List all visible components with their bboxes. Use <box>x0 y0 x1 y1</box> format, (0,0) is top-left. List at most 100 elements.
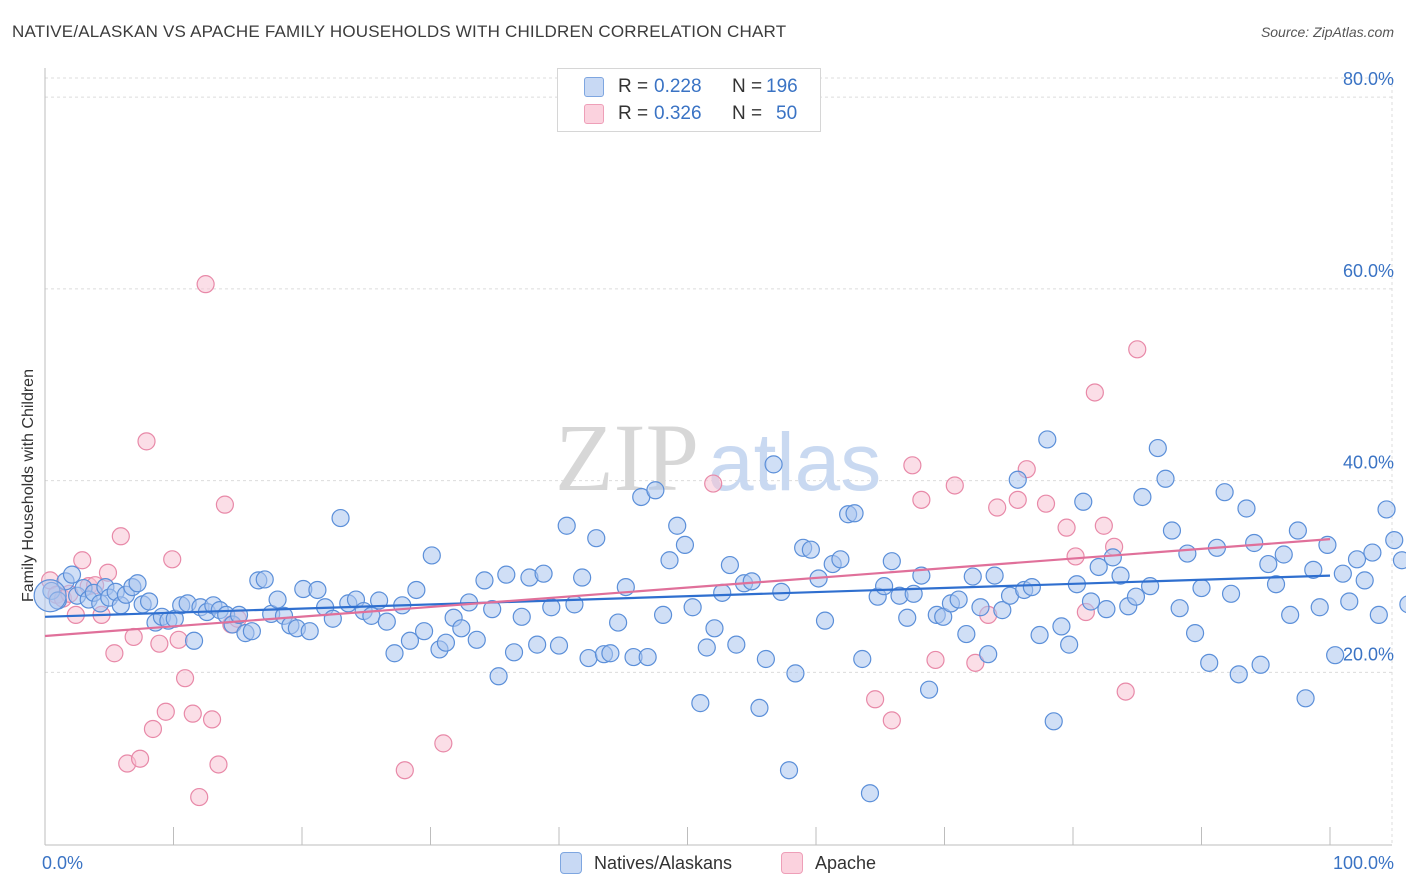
native-point <box>1126 587 1146 606</box>
native-point <box>1103 548 1122 567</box>
native-point <box>573 568 592 587</box>
source-label: Source: ZipAtlas.com <box>1260 24 1394 40</box>
apache-point <box>73 551 92 570</box>
native-point <box>1030 625 1049 645</box>
native-point <box>1074 492 1093 511</box>
native-point <box>1392 551 1406 570</box>
legend-n-label: N = <box>732 76 763 97</box>
native-point <box>1060 635 1079 654</box>
watermark-atlas: atlas <box>708 417 881 508</box>
native-point <box>691 694 710 713</box>
native-point <box>675 535 695 555</box>
native-point <box>720 555 740 575</box>
apache-point <box>903 456 922 475</box>
native-point-cluster <box>33 579 67 613</box>
native-point <box>1237 499 1256 518</box>
chart-title: NATIVE/ALASKAN VS APACHE FAMILY HOUSEHOL… <box>12 22 787 41</box>
native-point <box>934 607 953 626</box>
native-point <box>1288 521 1307 540</box>
apache-point <box>163 550 182 569</box>
native-point <box>331 508 350 528</box>
native-point <box>705 619 724 638</box>
apache-point <box>926 650 945 670</box>
native-point <box>860 784 880 803</box>
apache-point <box>395 761 414 780</box>
native-point <box>882 552 901 571</box>
apache-point <box>434 734 453 753</box>
native-point <box>1170 599 1189 618</box>
watermark: ZIP atlas <box>555 404 881 511</box>
native-point <box>62 565 82 584</box>
native-point <box>1215 483 1234 502</box>
apache-point <box>130 749 150 768</box>
native-point <box>1097 600 1116 619</box>
native-point <box>184 631 204 650</box>
native-point <box>1304 560 1323 579</box>
native-point <box>875 577 894 596</box>
native-point <box>268 590 287 609</box>
apache-point <box>1116 682 1135 701</box>
native-point <box>1221 584 1241 603</box>
native-point <box>1326 646 1345 665</box>
native-point <box>1044 712 1063 731</box>
y-tick-label: 40.0% <box>1343 453 1394 473</box>
legend-swatch-natives <box>560 852 582 874</box>
apache-point <box>209 755 228 774</box>
native-point <box>385 644 404 663</box>
native-point <box>1355 571 1374 590</box>
native-point <box>1133 487 1152 507</box>
native-point <box>764 455 783 474</box>
native-point <box>436 633 456 652</box>
natives-points <box>33 430 1406 803</box>
native-point <box>308 580 327 600</box>
legend-item-apache: Apache <box>781 852 876 874</box>
apache-point <box>196 275 215 294</box>
native-point <box>1399 595 1406 614</box>
apache-point <box>866 690 885 709</box>
native-point <box>853 649 872 669</box>
native-point <box>452 619 471 638</box>
native-point <box>377 612 396 631</box>
native-point <box>1363 543 1382 562</box>
native-point <box>949 590 968 609</box>
apache-point <box>1094 516 1113 535</box>
natives-trend-line <box>44 574 1331 618</box>
native-point <box>957 624 976 644</box>
legend-swatch-natives <box>584 77 604 97</box>
native-point <box>370 591 389 610</box>
axes <box>44 68 1392 846</box>
apache-point <box>1008 490 1027 509</box>
native-point <box>1310 598 1329 617</box>
native-point <box>1296 689 1315 708</box>
native-point <box>422 546 441 565</box>
native-point <box>587 529 606 548</box>
native-point <box>1385 531 1404 550</box>
native-point <box>1369 605 1388 625</box>
native-point <box>579 648 598 668</box>
native-point <box>504 643 524 662</box>
native-point <box>1148 438 1167 458</box>
native-point <box>786 664 805 683</box>
apache-point <box>882 711 901 730</box>
native-point <box>646 481 665 500</box>
native-point <box>1178 544 1197 563</box>
native-point <box>653 605 673 625</box>
apache-point <box>111 527 130 546</box>
legend-item-natives: Natives/Alaskans <box>560 852 732 874</box>
native-point <box>139 592 159 611</box>
native-point <box>779 761 799 780</box>
apache-point <box>1085 383 1104 402</box>
apache-point <box>183 704 202 723</box>
native-point <box>549 636 569 655</box>
native-point <box>414 622 434 641</box>
legend-r-label: R = <box>618 76 649 97</box>
apache-point <box>169 630 188 649</box>
x-tick-label: 100.0% <box>1333 853 1394 873</box>
series-legend: Natives/Alaskans Apache <box>0 852 1406 878</box>
native-point <box>128 574 147 593</box>
native-point <box>475 571 494 590</box>
native-point <box>963 567 982 586</box>
apache-point <box>1066 547 1085 566</box>
native-point <box>898 608 917 627</box>
